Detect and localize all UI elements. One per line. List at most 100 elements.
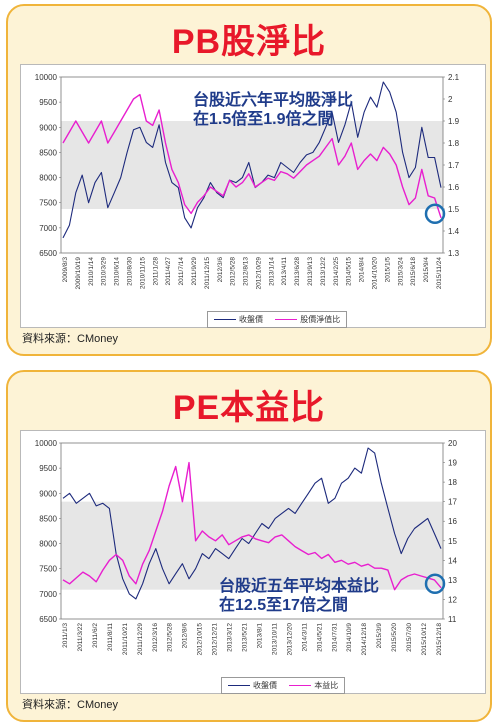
pb-xtick: 2010/11/15 bbox=[139, 257, 146, 289]
pe-xtick: 2012/5/28 bbox=[167, 623, 174, 652]
pe-legend-swatch-close bbox=[228, 685, 250, 687]
pe-xtick: 2015/12/18 bbox=[436, 623, 443, 656]
pe-xtick: 2015/7/30 bbox=[406, 623, 413, 652]
pe-panel: PE本益比 6500 7000 7500 8000 8500 9000 9500 10000 1… bbox=[6, 370, 492, 722]
pb-panel: PB股淨比 6500 7000 7500 8000 8500 9000 9500 10000 1… bbox=[6, 4, 492, 356]
pb-xtick: 2015/3/24 bbox=[397, 257, 404, 286]
pb-series-ratio bbox=[62, 93, 442, 219]
pe-ytick-left: 6500 bbox=[39, 615, 57, 624]
pb-ytick-left: 7000 bbox=[39, 224, 57, 233]
pe-chart: 6500 7000 7500 8000 8500 9000 9500 10000 11 12 13 1… bbox=[35, 439, 458, 656]
pb-xtick: 2011/7/14 bbox=[178, 257, 185, 286]
pb-xtick: 2014/5/15 bbox=[346, 257, 353, 286]
pe-xtick: 2013/12/20 bbox=[286, 623, 293, 656]
pe-ytick-right: 12 bbox=[448, 595, 457, 604]
pb-chart-frame: 6500 7000 7500 8000 8500 9000 9500 10000 1.3 1.4 1… bbox=[20, 64, 486, 328]
pe-xtick: 2012/8/6 bbox=[182, 623, 189, 649]
pe-title: PE本益比 bbox=[172, 389, 326, 427]
pb-xtick: 2012/5/28 bbox=[230, 257, 237, 286]
pe-xtick: 2015/3/9 bbox=[376, 623, 383, 649]
pe-xtick: 2011/6/2 bbox=[92, 623, 99, 648]
pe-ytick-left: 7000 bbox=[39, 590, 57, 599]
pe-xtick: 2012/3/16 bbox=[152, 623, 159, 652]
pe-xtick: 2015/5/20 bbox=[391, 623, 398, 652]
pe-xtick: 2012/12/21 bbox=[212, 623, 219, 656]
pe-annotation: 台股近五年平均本益比 在12.5至17倍之間 bbox=[219, 577, 379, 615]
pb-xtick: 2011/12/15 bbox=[204, 257, 211, 289]
pe-ytick-right: 15 bbox=[448, 537, 457, 546]
pe-band bbox=[61, 501, 443, 590]
pe-ytick-right: 18 bbox=[448, 478, 457, 487]
pb-legend-label-ratio: 股價淨值比 bbox=[300, 315, 341, 324]
pb-ytick-right: 1.6 bbox=[448, 183, 460, 192]
pb-annotation-line-2: 在1.5倍至1.9倍之間 bbox=[193, 111, 334, 128]
pe-legend-label-close: 收盤價 bbox=[253, 681, 277, 690]
pb-legend-item-ratio: 股價淨值比 bbox=[275, 315, 340, 324]
pe-ytick-right: 16 bbox=[448, 517, 457, 526]
pb-ytick-left: 9500 bbox=[39, 98, 57, 107]
pe-xtick: 2012/10/15 bbox=[197, 623, 204, 656]
pb-legend-swatch-ratio bbox=[275, 319, 298, 321]
pe-ytick-right: 20 bbox=[448, 439, 457, 448]
pb-ytick-right: 1.8 bbox=[448, 139, 460, 148]
pb-band bbox=[61, 121, 443, 209]
pe-ytick-left: 9500 bbox=[39, 464, 57, 473]
pb-ytick-left: 8000 bbox=[39, 174, 57, 183]
pe-legend: 收盤價 本益比 bbox=[221, 677, 346, 694]
pb-xtick: 2011/4/27 bbox=[165, 257, 172, 286]
pb-xtick: 2015/1/5 bbox=[384, 257, 391, 283]
pb-ytick-left: 10000 bbox=[35, 73, 58, 82]
pe-legend-swatch-ratio bbox=[289, 685, 312, 687]
pb-ytick-right: 1.9 bbox=[448, 117, 460, 126]
pb-title: PB股淨比 bbox=[171, 23, 327, 61]
pe-ytick-right: 11 bbox=[448, 615, 457, 624]
pe-legend-label-ratio: 本益比 bbox=[314, 681, 339, 690]
pe-xtick: 2011/1/3 bbox=[62, 623, 69, 648]
pb-ytick-left: 7500 bbox=[39, 199, 57, 208]
pe-legend-item-close: 收盤價 bbox=[228, 681, 277, 690]
pe-xtick: 2014/3/11 bbox=[301, 623, 308, 652]
pb-xtick: 2013/1/14 bbox=[268, 257, 275, 286]
pb-xtick: 2015/6/18 bbox=[410, 257, 417, 286]
pe-xtick: 2013/10/11 bbox=[271, 623, 278, 655]
pe-ytick-right: 14 bbox=[448, 556, 457, 565]
pe-ytick-left: 9000 bbox=[39, 489, 57, 498]
pb-ytick-right: 2.1 bbox=[448, 73, 460, 82]
pb-annotation-line-1: 台股近六年平均股淨比 bbox=[193, 92, 354, 109]
pb-xtick: 2015/11/24 bbox=[436, 257, 443, 289]
pe-ytick-left: 10000 bbox=[35, 439, 58, 448]
pb-legend-item-close: 收盤價 bbox=[214, 315, 263, 324]
pb-xtick: 2013/9/13 bbox=[307, 257, 314, 286]
pe-xtick: 2011/8/11 bbox=[107, 623, 114, 651]
pb-chart: 6500 7000 7500 8000 8500 9000 9500 10000 1.3 1.4 1… bbox=[35, 73, 460, 290]
pe-ytick-left: 7500 bbox=[39, 565, 57, 574]
pb-xtick: 2014/2/25 bbox=[333, 257, 340, 286]
pb-xtick: 2010/3/29 bbox=[101, 257, 108, 286]
pe-annotation-line-2: 在12.5至17倍之間 bbox=[219, 597, 348, 614]
pb-xtick: 2011/9/29 bbox=[191, 257, 198, 286]
pb-legend-swatch-close bbox=[214, 319, 236, 321]
pe-legend-item-ratio: 本益比 bbox=[289, 681, 338, 690]
pe-xtick: 2013/3/12 bbox=[227, 623, 234, 652]
pe-xtick: 2013/8/1 bbox=[256, 623, 263, 649]
pe-chart-frame: 6500 7000 7500 8000 8500 9000 9500 10000 11 12 13 1… bbox=[20, 430, 486, 694]
pb-ytick-left: 6500 bbox=[39, 249, 57, 258]
pb-ytick-right: 2 bbox=[448, 95, 453, 104]
pb-legend: 收盤價 股價淨值比 bbox=[207, 311, 348, 328]
pe-xtick: 2011/10/21 bbox=[122, 623, 129, 655]
pb-xtick: 2015/9/4 bbox=[423, 257, 430, 283]
pb-ytick-right: 1.5 bbox=[448, 205, 460, 214]
pe-xtick: 2013/5/21 bbox=[242, 623, 249, 652]
pb-ytick-right: 1.3 bbox=[448, 249, 460, 258]
pe-xtick: 2014/10/9 bbox=[346, 623, 353, 652]
pb-xtick: 2009/10/19 bbox=[75, 257, 82, 290]
pb-legend-label-close: 收盤價 bbox=[239, 315, 263, 324]
pb-xtick: 2010/8/30 bbox=[126, 257, 133, 286]
pb-ytick-left: 8500 bbox=[39, 148, 57, 157]
pb-xtick: 2012/8/13 bbox=[243, 257, 250, 286]
pe-xtick: 2011/3/22 bbox=[77, 623, 84, 652]
pe-ytick-left: 8000 bbox=[39, 540, 57, 549]
pb-ytick-right: 1.7 bbox=[448, 161, 460, 170]
pb-ytick-left: 9000 bbox=[39, 123, 57, 132]
pb-xtick: 2014/8/4 bbox=[359, 257, 366, 283]
